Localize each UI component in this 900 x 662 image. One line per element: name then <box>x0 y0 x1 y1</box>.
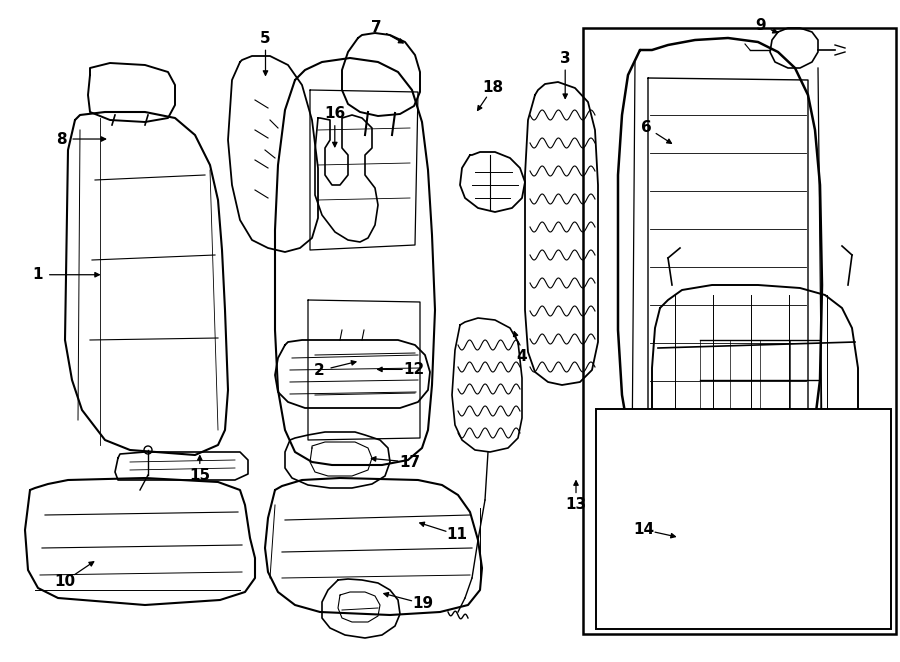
Text: 16: 16 <box>324 107 346 121</box>
Text: 12: 12 <box>403 362 425 377</box>
Text: 18: 18 <box>482 80 504 95</box>
Text: 10: 10 <box>54 574 76 589</box>
Text: 5: 5 <box>260 31 271 46</box>
Text: 2: 2 <box>314 363 325 378</box>
Text: 1: 1 <box>32 267 43 282</box>
Text: 14: 14 <box>633 522 654 537</box>
Text: 9: 9 <box>755 18 766 32</box>
Text: 4: 4 <box>517 349 527 363</box>
Text: 17: 17 <box>399 455 420 469</box>
Text: 7: 7 <box>371 21 382 35</box>
Text: 15: 15 <box>189 468 211 483</box>
Text: 3: 3 <box>560 51 571 66</box>
Text: 6: 6 <box>641 120 652 134</box>
Bar <box>596 409 891 629</box>
Text: 13: 13 <box>565 497 587 512</box>
Text: 8: 8 <box>56 132 67 146</box>
Bar <box>583 28 896 634</box>
Text: 19: 19 <box>412 596 434 611</box>
Text: 11: 11 <box>446 528 468 542</box>
